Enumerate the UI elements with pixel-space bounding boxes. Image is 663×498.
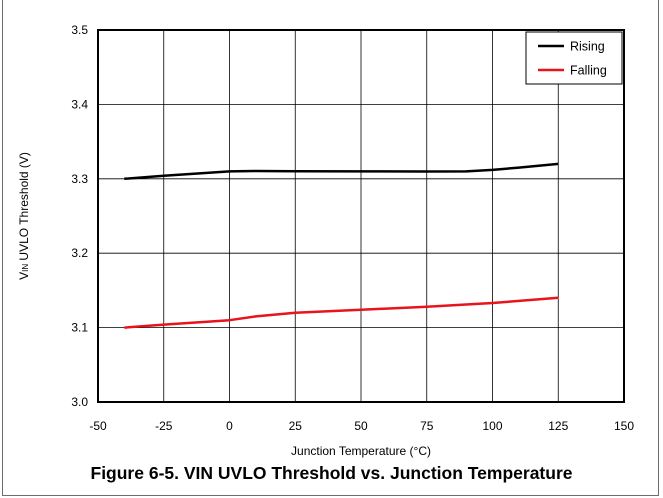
- y-tick-label: 3.5: [71, 23, 88, 37]
- x-tick-label: 150: [614, 419, 634, 433]
- plot-area-border: [97, 29, 625, 403]
- x-tick-label: 50: [354, 419, 368, 433]
- x-tick-label: -25: [155, 419, 173, 433]
- x-axis-ticks: -50 -25 0 25 50 75 100 125 150: [89, 419, 634, 433]
- y-tick-label: 3.4: [71, 97, 88, 111]
- y-tick-label: 3.1: [71, 321, 88, 335]
- series-lines: [124, 162, 559, 329]
- x-tick-label: 125: [548, 419, 568, 433]
- x-tick-label: 100: [482, 419, 502, 433]
- legend: Rising Falling: [525, 31, 623, 85]
- y-tick-label: 3.2: [71, 246, 88, 260]
- y-axis-label: VIN UVLO Threshold (V): [17, 152, 31, 280]
- x-tick-label: 25: [289, 419, 303, 433]
- uvlo-threshold-chart: -50 -25 0 25 50 75 100 125 150 3.03.13.23.33.43.…: [17, 23, 634, 458]
- y-tick-label: 3.3: [71, 172, 88, 186]
- legend-box: [525, 31, 623, 85]
- figure-caption: Figure 6-5. VIN UVLO Threshold vs. Junct…: [90, 463, 573, 483]
- grid-lines: [97, 29, 625, 403]
- series-line-falling: [124, 296, 559, 329]
- y-tick-label: 3.0: [71, 395, 88, 409]
- x-tick-label: 75: [420, 419, 434, 433]
- x-axis-label: Junction Temperature (°C): [291, 444, 431, 458]
- series-line-rising: [124, 162, 559, 181]
- x-tick-label: -50: [89, 419, 107, 433]
- legend-label-rising: Rising: [570, 40, 605, 54]
- legend-label-falling: Falling: [570, 64, 607, 78]
- y-axis-ticks: 3.0 3.1 3.2 3.3 3.4 3.5: [71, 23, 88, 409]
- x-tick-label: 0: [226, 419, 233, 433]
